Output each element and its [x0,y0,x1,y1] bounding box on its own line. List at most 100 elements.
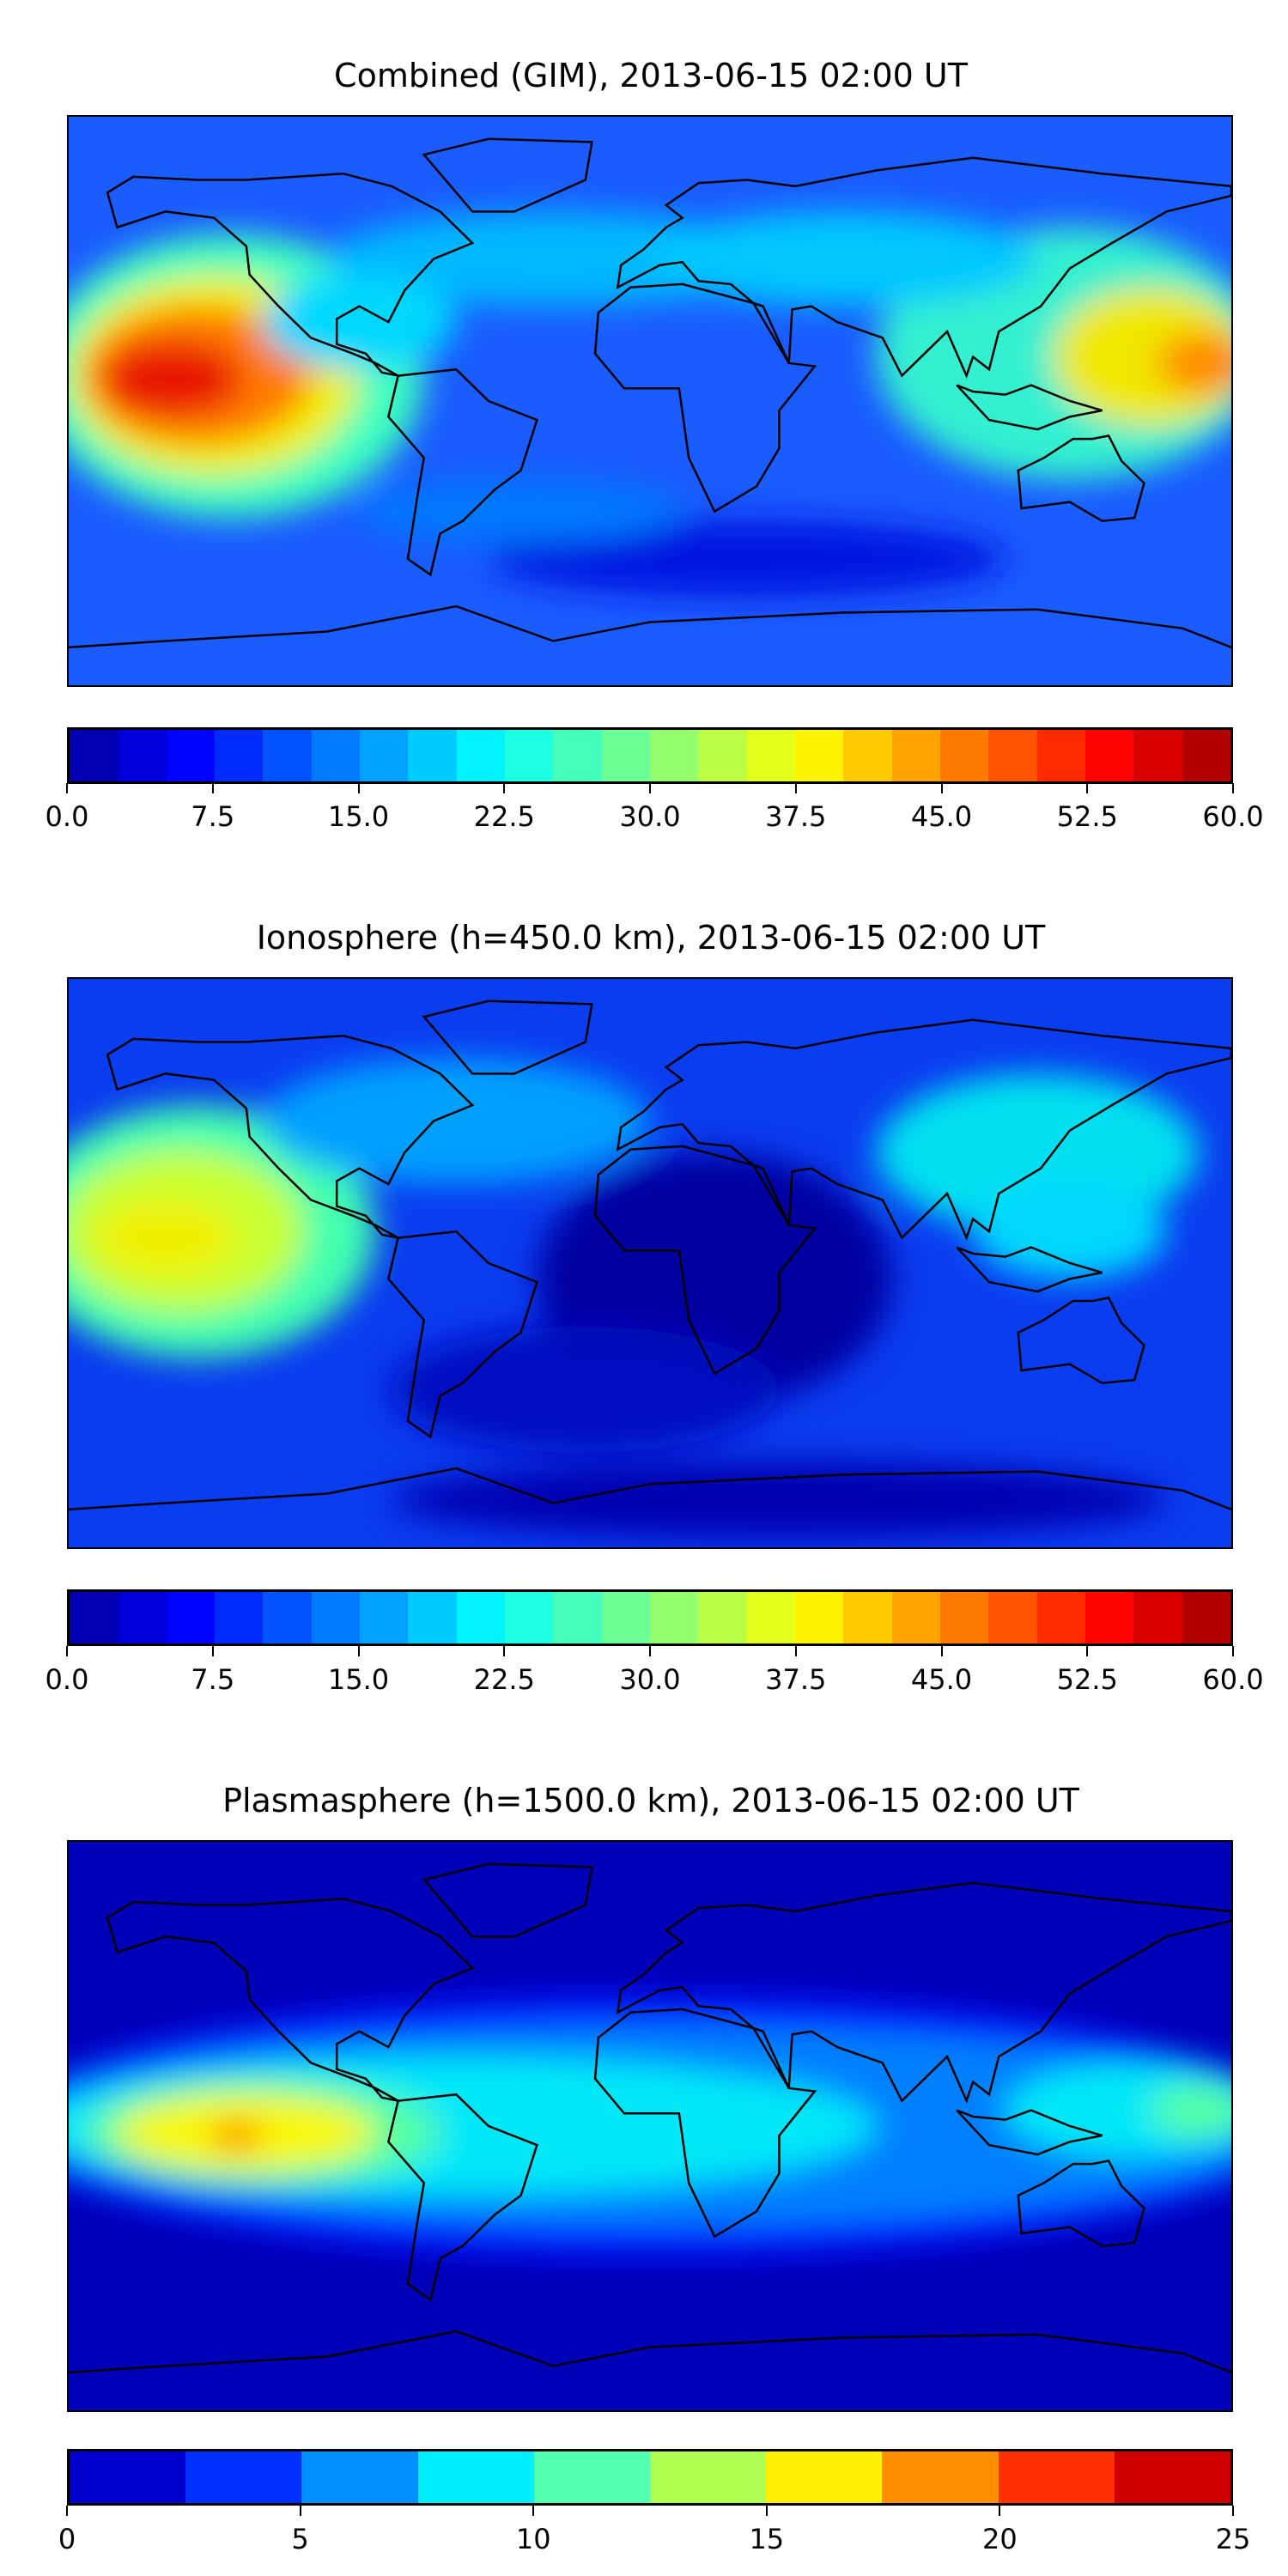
field-contour-region [488,520,1005,598]
coastline-north-america [107,1899,472,2100]
tick-label: 45.0 [910,1663,973,1696]
colorbar-level [939,730,989,781]
tick-label: 7.5 [191,1663,235,1696]
tick-label: 0.0 [45,1663,89,1696]
tick-mark [765,2506,768,2516]
field-contour-region [210,2119,263,2152]
colorbar-plasmasphere [67,2449,1233,2506]
colorbar-level [118,730,167,781]
colorbar-level [166,1592,215,1643]
colorbar-level [1036,1592,1085,1643]
tick-mark [299,2506,301,2516]
tick-mark [649,1646,651,1656]
field-contour-region [973,1184,1167,1279]
field-contour-region [94,1200,237,1276]
colorbar-ticks-ionosphere: 0.0 7.5 15.0 22.5 30.0 37.5 45.0 52.5 60.0 [46,1646,1264,1698]
colorbar-level [649,730,699,781]
colorbar-level [553,1592,602,1643]
colorbar-level [1114,2451,1231,2503]
colorbar-level [70,1592,118,1643]
coastline-africa [595,1146,815,1374]
tick-label: 10 [515,2523,551,2555]
tick-mark [503,1646,506,1656]
colorbar-level [766,2451,883,2503]
colorbar-level [553,730,602,781]
tick-mark [211,783,214,793]
tick-label: 25 [1215,2523,1251,2555]
tick-mark [794,1646,797,1656]
colorbar-level [1084,730,1134,781]
tick-label: 52.5 [1056,1663,1118,1696]
colorbar-level [650,2451,767,2503]
colorbar-level [649,1592,699,1643]
tick-label: 22.5 [473,800,535,833]
coastline-africa [595,2009,815,2237]
coastline-eurasia [617,1883,1231,2101]
map-ionosphere [67,977,1233,1549]
colorbar-level [1182,730,1230,781]
coastline-africa [595,284,815,512]
tick-label: 37.5 [765,1663,827,1696]
coastline-greenland [424,1864,592,1937]
map-plasmasphere [67,1840,1233,2412]
coastline-south-america [388,369,537,574]
colorbar-level [698,1592,747,1643]
tick-label: 15 [749,2523,785,2555]
colorbar-level [1036,730,1085,781]
colorbar-level [998,2451,1115,2503]
field-contour-region [359,479,683,544]
tick-label: 0 [58,2523,76,2555]
colorbar-level [263,1592,312,1643]
colorbar-level [359,1592,409,1643]
tick-label: 22.5 [473,1663,535,1696]
tick-mark [1086,783,1089,793]
field-contour-region [262,274,457,370]
tick-mark [1232,2506,1234,2516]
tick-label: 37.5 [765,800,827,833]
tick-label: 20 [982,2523,1018,2555]
colorbar-level [939,1592,989,1643]
tick-mark [940,1646,943,1656]
coastline-indonesia [957,2111,1102,2154]
coastline-south-america [388,2094,537,2300]
tick-mark [66,1646,68,1656]
tick-label: 5 [291,2523,309,2555]
colorbar-level [891,730,940,781]
colorbar-level [417,2451,534,2503]
field-contour-region [1150,2085,1231,2136]
colorbar-level [794,1592,844,1643]
tick-mark [532,2506,535,2516]
field-contour-region [1005,2063,1231,2158]
coastline-antarctica [69,2331,1231,2372]
coastline-indonesia [957,386,1102,429]
colorbar-level [185,2451,302,2503]
colorbar-level [988,730,1037,781]
tick-mark [503,783,506,793]
tick-label: 52.5 [1056,800,1118,833]
tick-label: 60.0 [1202,1663,1264,1696]
field-contour-region [1157,331,1231,395]
tick-label: 0.0 [45,800,89,833]
coastline-greenland [424,139,592,212]
colorbar-level [601,730,650,781]
coastline-eurasia [617,158,1231,376]
colorbar-level [794,730,844,781]
tick-label: 15.0 [327,1663,390,1696]
colorbar-level [301,2451,418,2503]
tick-mark [66,2506,68,2516]
colorbar-level [843,730,892,781]
colorbar-level [698,730,747,781]
colorbar-level [1182,1592,1230,1643]
colorbar-level [456,730,505,781]
coastline-antarctica [69,1468,1231,1510]
colorbar-level [408,730,457,781]
coastline-greenland [424,1001,592,1074]
tick-mark [999,2506,1001,2516]
colorbar-level [263,730,312,781]
panel-title: Plasmasphere (h=1500.0 km), 2013-06-15 0… [222,1782,1079,1820]
coastline-antarctica [69,606,1231,647]
tick-label: 30.0 [619,800,681,833]
coastline-indonesia [957,1248,1102,1291]
tick-label: 45.0 [910,800,973,833]
colorbar-ticks-combined: 0.0 7.5 15.0 22.5 30.0 37.5 45.0 52.5 60.0 [46,783,1264,835]
